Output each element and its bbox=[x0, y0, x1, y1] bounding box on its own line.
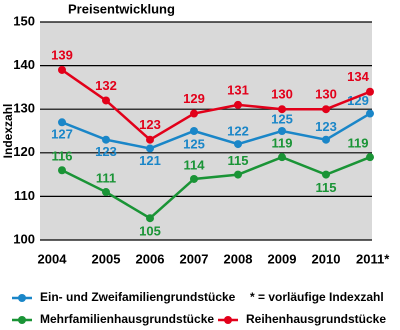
data-label: 115 bbox=[228, 153, 249, 168]
data-label: 131 bbox=[227, 82, 249, 97]
y-tick-label: 140 bbox=[13, 57, 35, 72]
data-label: 127 bbox=[51, 127, 73, 142]
data-label: 132 bbox=[95, 78, 117, 93]
data-label: 129 bbox=[183, 91, 205, 106]
x-tick-label: 2004 bbox=[38, 251, 68, 266]
y-tick-label: 130 bbox=[13, 101, 35, 116]
data-point bbox=[102, 188, 110, 197]
data-label: 114 bbox=[184, 157, 206, 172]
data-point bbox=[278, 105, 286, 114]
series-line bbox=[61, 155, 371, 220]
data-point bbox=[234, 140, 242, 149]
data-label: 139 bbox=[51, 47, 73, 62]
data-point bbox=[322, 135, 330, 144]
data-point bbox=[146, 144, 154, 153]
data-point bbox=[146, 135, 154, 144]
y-axis-label: Indexzahl bbox=[1, 104, 15, 159]
data-label: 119 bbox=[272, 136, 293, 151]
data-point bbox=[190, 127, 198, 135]
data-point bbox=[102, 96, 110, 105]
data-point bbox=[190, 109, 198, 118]
data-point bbox=[366, 87, 374, 96]
note: * = vorläufige Indexzahl bbox=[250, 290, 384, 304]
data-point bbox=[366, 153, 374, 162]
data-label: 125 bbox=[271, 111, 293, 126]
data-point bbox=[190, 174, 198, 183]
x-tick-label: 2010 bbox=[312, 251, 341, 266]
data-label: 105 bbox=[139, 224, 161, 239]
plot-background bbox=[40, 22, 372, 240]
data-label: 123 bbox=[95, 144, 117, 159]
y-tick-label: 120 bbox=[13, 144, 35, 159]
data-point bbox=[102, 135, 110, 144]
data-label: 119 bbox=[348, 136, 369, 151]
data-point bbox=[234, 170, 242, 179]
chart-title: Preisentwicklung bbox=[68, 1, 175, 16]
data-label: 115 bbox=[316, 180, 337, 195]
data-point bbox=[322, 105, 330, 114]
data-point bbox=[58, 65, 66, 74]
data-label: 130 bbox=[315, 87, 337, 102]
data-label: 134 bbox=[347, 69, 369, 84]
data-point bbox=[322, 170, 330, 179]
x-tick-label: 2006 bbox=[136, 251, 165, 266]
series-line bbox=[61, 112, 371, 150]
legend-marker bbox=[18, 294, 26, 302]
data-point bbox=[234, 100, 242, 109]
legend-label: Mehrfamilienhausgrundstücke bbox=[40, 312, 214, 326]
data-point bbox=[146, 214, 154, 223]
series-line bbox=[61, 68, 371, 142]
data-point bbox=[278, 153, 286, 162]
legend-marker bbox=[18, 316, 26, 324]
data-label: 123 bbox=[315, 119, 337, 134]
y-tick-label: 100 bbox=[13, 231, 35, 246]
data-label: 116 bbox=[52, 149, 73, 164]
legend-marker bbox=[224, 316, 232, 324]
x-tick-label: 2005 bbox=[92, 251, 121, 266]
data-label: 121 bbox=[139, 153, 161, 168]
data-point bbox=[366, 109, 374, 118]
legend-label: Reihenhausgrundstücke bbox=[246, 312, 386, 326]
data-point bbox=[58, 118, 66, 127]
data-label: 125 bbox=[183, 136, 205, 151]
y-tick-label: 150 bbox=[13, 13, 35, 28]
x-tick-label: 2009 bbox=[268, 251, 297, 266]
x-tick-label: 2008 bbox=[224, 251, 253, 266]
x-tick-label: 2011* bbox=[356, 251, 390, 266]
data-label: 123 bbox=[139, 117, 161, 132]
data-point bbox=[278, 127, 286, 135]
data-label: 111 bbox=[96, 170, 116, 185]
data-point bbox=[58, 166, 66, 175]
data-label: 122 bbox=[227, 124, 249, 139]
x-tick-label: 2007 bbox=[180, 251, 209, 266]
legend-label: Ein- und Zweifamiliengrundstücke bbox=[40, 290, 236, 304]
data-label: 129 bbox=[347, 93, 369, 108]
y-tick-label: 110 bbox=[14, 188, 35, 203]
data-label: 130 bbox=[271, 87, 293, 102]
